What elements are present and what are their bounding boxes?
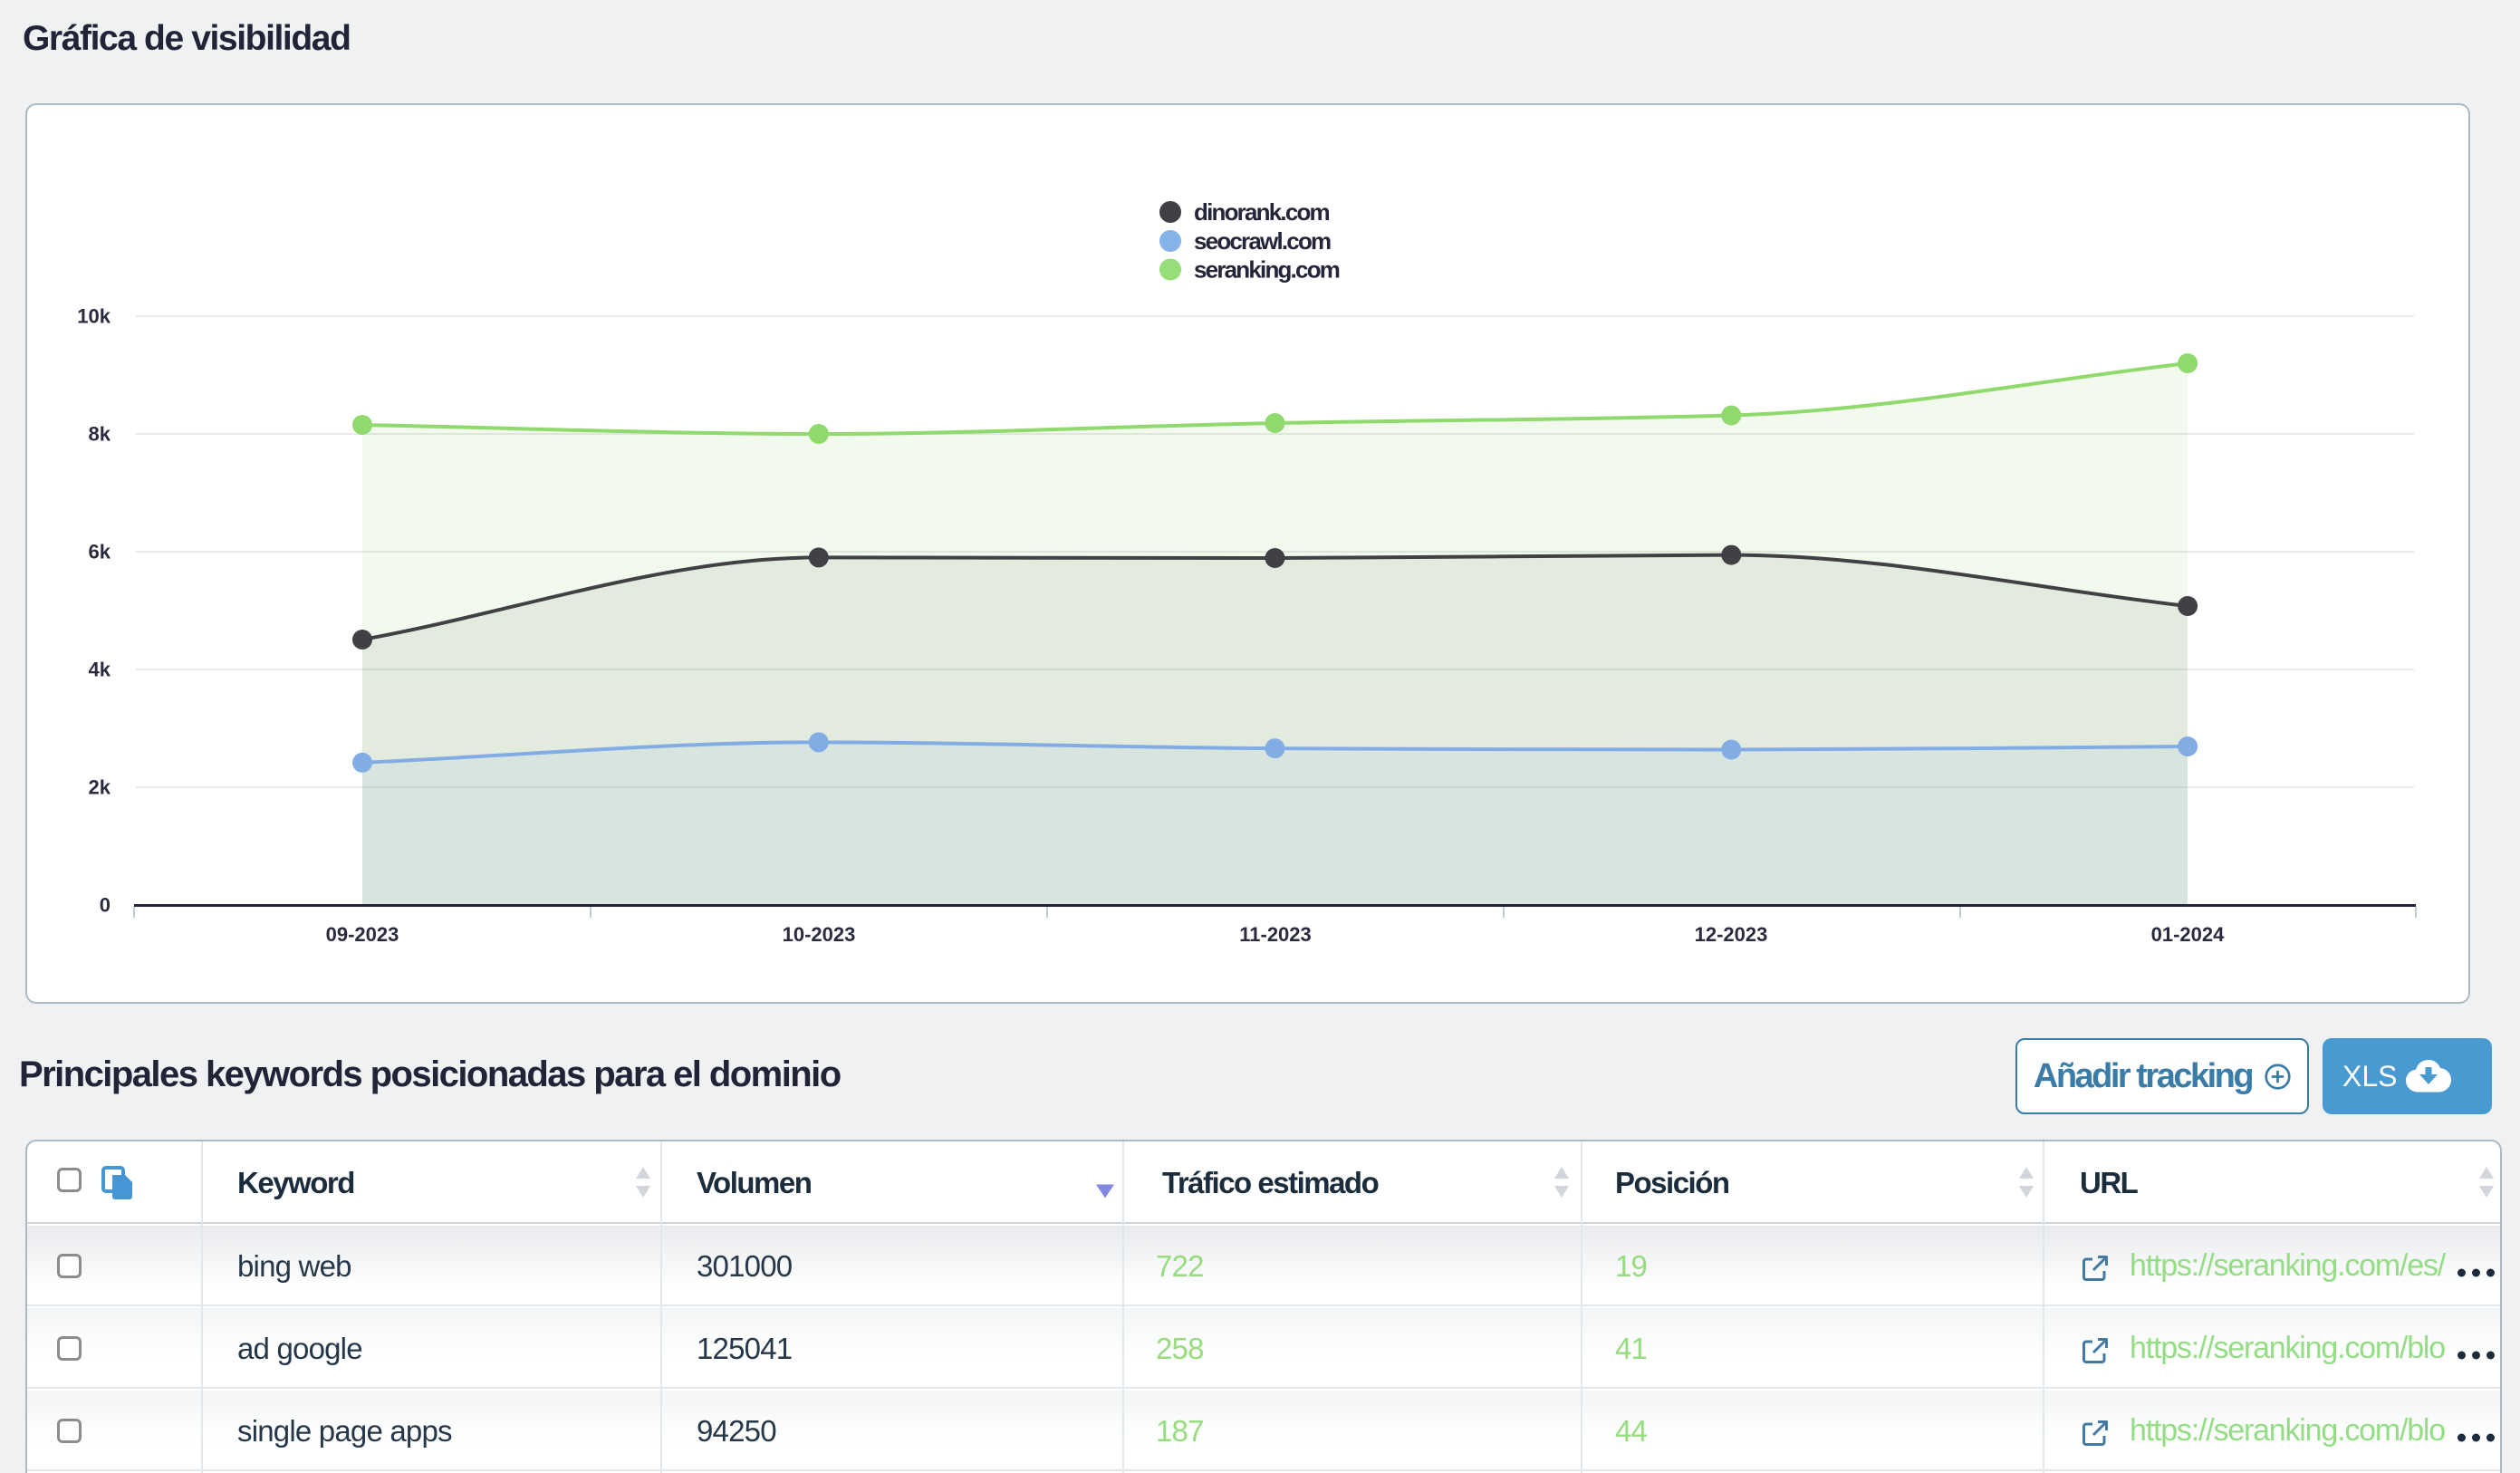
svg-text:12-2023: 12-2023 bbox=[1695, 923, 1768, 946]
svg-text:2k: 2k bbox=[89, 776, 111, 799]
svg-text:10k: 10k bbox=[77, 305, 111, 328]
svg-text:11-2023: 11-2023 bbox=[1239, 923, 1312, 946]
svg-text:10-2023: 10-2023 bbox=[783, 923, 856, 946]
svg-text:01-2024: 01-2024 bbox=[2151, 923, 2226, 946]
svg-text:seocrawl.com: seocrawl.com bbox=[1194, 227, 1331, 255]
svg-text:4k: 4k bbox=[89, 659, 111, 681]
svg-text:0: 0 bbox=[100, 894, 111, 917]
svg-text:seranking.com: seranking.com bbox=[1194, 256, 1340, 284]
svg-text:8k: 8k bbox=[89, 423, 111, 446]
svg-text:dinorank.com: dinorank.com bbox=[1194, 198, 1330, 226]
svg-text:6k: 6k bbox=[89, 541, 111, 563]
svg-text:09-2023: 09-2023 bbox=[326, 923, 399, 946]
